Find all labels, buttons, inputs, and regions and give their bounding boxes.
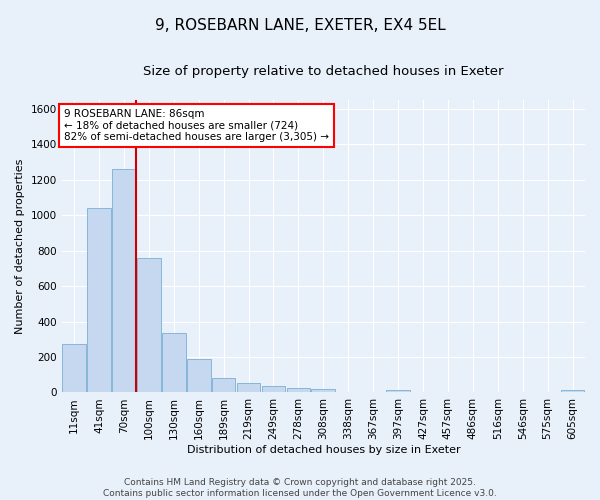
Bar [112, 169, 136, 392]
Bar [262, 386, 286, 392]
Text: Contains HM Land Registry data © Crown copyright and database right 2025.
Contai: Contains HM Land Registry data © Crown c… [103, 478, 497, 498]
Text: 9 ROSEBARN LANE: 86sqm
← 18% of detached houses are smaller (724)
82% of semi-de: 9 ROSEBARN LANE: 86sqm ← 18% of detached… [64, 109, 329, 142]
Bar [212, 378, 235, 392]
Bar [561, 390, 584, 392]
Bar [287, 388, 310, 392]
Y-axis label: Number of detached properties: Number of detached properties [15, 158, 25, 334]
Bar [87, 208, 111, 392]
Bar [386, 390, 410, 392]
Bar [137, 258, 161, 392]
Bar [62, 344, 86, 392]
X-axis label: Distribution of detached houses by size in Exeter: Distribution of detached houses by size … [187, 445, 460, 455]
Text: 9, ROSEBARN LANE, EXETER, EX4 5EL: 9, ROSEBARN LANE, EXETER, EX4 5EL [155, 18, 445, 32]
Bar [237, 382, 260, 392]
Bar [162, 333, 185, 392]
Bar [187, 359, 211, 392]
Bar [311, 389, 335, 392]
Title: Size of property relative to detached houses in Exeter: Size of property relative to detached ho… [143, 65, 503, 78]
